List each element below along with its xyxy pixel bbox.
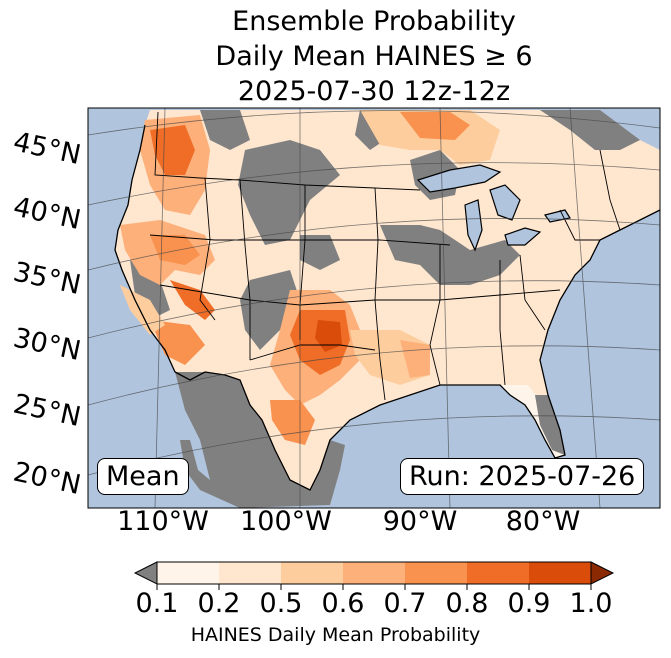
colorbar-segment-1 (157, 562, 219, 584)
colorbar-tick-label-7: 1.0 (569, 588, 613, 619)
colorbar-segment-3 (281, 562, 343, 584)
mean-label-box: Mean (97, 458, 189, 495)
no-data-patches (130, 110, 640, 455)
colorbar-tick-label-4: 0.7 (383, 588, 427, 619)
colorbar-segment-2 (219, 562, 281, 584)
colorbar-over-triangle (590, 561, 615, 585)
map-frame (87, 107, 661, 509)
colorbar-segment-7 (529, 562, 591, 584)
conus-outline (114, 124, 660, 491)
colorbar-tick-label-0: 0.1 (135, 588, 179, 619)
lat-label-40: 40°N (11, 192, 84, 236)
lon-label-90: 90°W (383, 506, 458, 537)
colorbar-segment-5 (405, 562, 467, 584)
lon-label-100: 100°W (240, 506, 332, 537)
colorbar-ticks (156, 584, 592, 590)
lat-label-25: 25°N (11, 389, 84, 433)
colorbar-frame (156, 561, 592, 585)
colorbar-segment-6 (467, 562, 529, 584)
colorbar-tick-label-3: 0.6 (321, 588, 365, 619)
title-line-2: Daily Mean HAINES ≥ 6 (215, 41, 533, 72)
colorbar-under-triangle (133, 561, 158, 585)
title-line-3: 2025-07-30 12z-12z (237, 76, 511, 107)
colorbar-tick-label-2: 0.5 (259, 588, 303, 619)
title-line-1: Ensemble Probability (232, 6, 516, 37)
colorbar-segment-4 (343, 562, 405, 584)
colorbar-title: HAINES Daily Mean Probability (190, 624, 481, 646)
great-lakes (416, 164, 571, 252)
lat-label-20: 20°N (11, 457, 84, 501)
land-mexico (175, 372, 345, 508)
high-probability-regions (120, 110, 500, 445)
lon-label-110: 110°W (117, 506, 209, 537)
colorbar-tick-label-1: 0.2 (197, 588, 241, 619)
lon-label-80: 80°W (506, 506, 581, 537)
colorbar (133, 561, 615, 590)
colorbar-tick-label-5: 0.8 (445, 588, 489, 619)
lat-label-45: 45°N (11, 127, 84, 171)
lat-label-30: 30°N (11, 323, 84, 367)
run-date-box: Run: 2025-07-26 (400, 458, 645, 495)
graticule (88, 108, 660, 508)
colorbar-tick-label-6: 0.9 (507, 588, 551, 619)
lat-label-35: 35°N (11, 257, 84, 301)
